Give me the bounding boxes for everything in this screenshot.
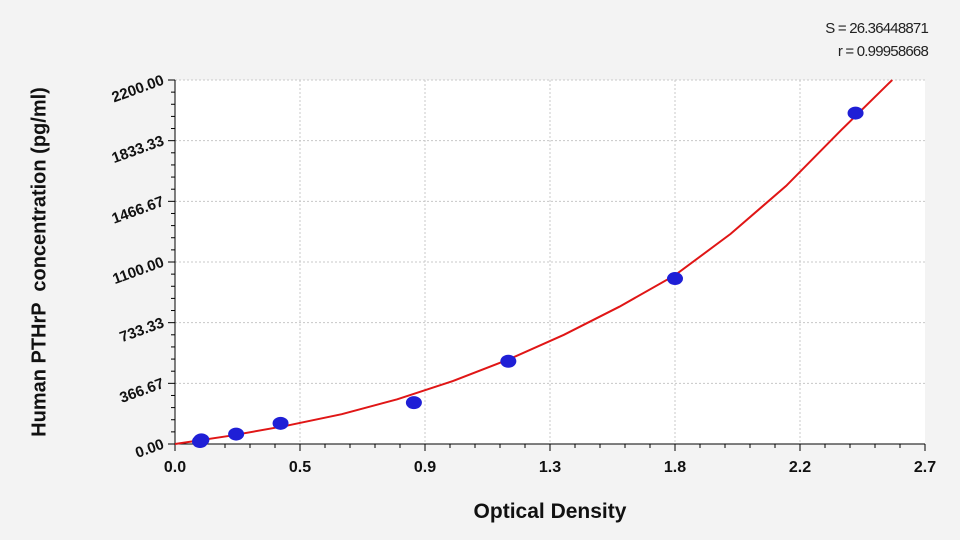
y-tick-label: 1100.00 <box>110 254 166 288</box>
data-point <box>272 416 289 430</box>
grid <box>175 79 925 444</box>
x-tick-label: 2.2 <box>789 459 811 476</box>
x-axis-label: Optical Density <box>473 500 627 523</box>
data-point <box>667 272 683 286</box>
data-point <box>847 106 864 120</box>
x-tick-label: 1.8 <box>664 459 686 476</box>
y-tick-label: 1466.67 <box>110 193 167 228</box>
y-tick-labels: 0.00 366.67 733.33 1100.00 1466.67 1833.33 220… <box>110 72 167 462</box>
data-point <box>500 354 517 368</box>
y-tick-label: 366.67 <box>117 375 166 407</box>
data-point <box>193 433 210 447</box>
x-tick-label: 0.5 <box>289 459 311 476</box>
y-tick-label: 2200.00 <box>110 72 167 107</box>
x-tick-labels: 0.0 0.5 0.9 1.3 1.8 2.2 2.7 <box>164 459 936 476</box>
x-tick-label: 0.9 <box>414 459 436 476</box>
x-tick-label: 1.3 <box>539 459 561 476</box>
x-tick-label: 0.0 <box>164 459 186 476</box>
y-axis-label: Human PTHrP concentration (pg/ml) <box>28 87 51 437</box>
data-point <box>228 427 245 441</box>
x-tick-label: 2.7 <box>914 459 936 476</box>
minor-ticks <box>168 79 926 451</box>
y-tick-label: 1833.33 <box>110 132 167 167</box>
r-value-text: r = 0.99958668 <box>837 43 929 60</box>
axes <box>174 80 925 445</box>
data-point <box>405 396 422 410</box>
s-value-text: S = 26.36448871 <box>825 20 929 37</box>
y-tick-label: 0.00 <box>133 436 166 462</box>
fit-curve-line <box>174 79 893 445</box>
y-tick-label: 733.33 <box>117 314 166 346</box>
data-points <box>192 106 864 449</box>
